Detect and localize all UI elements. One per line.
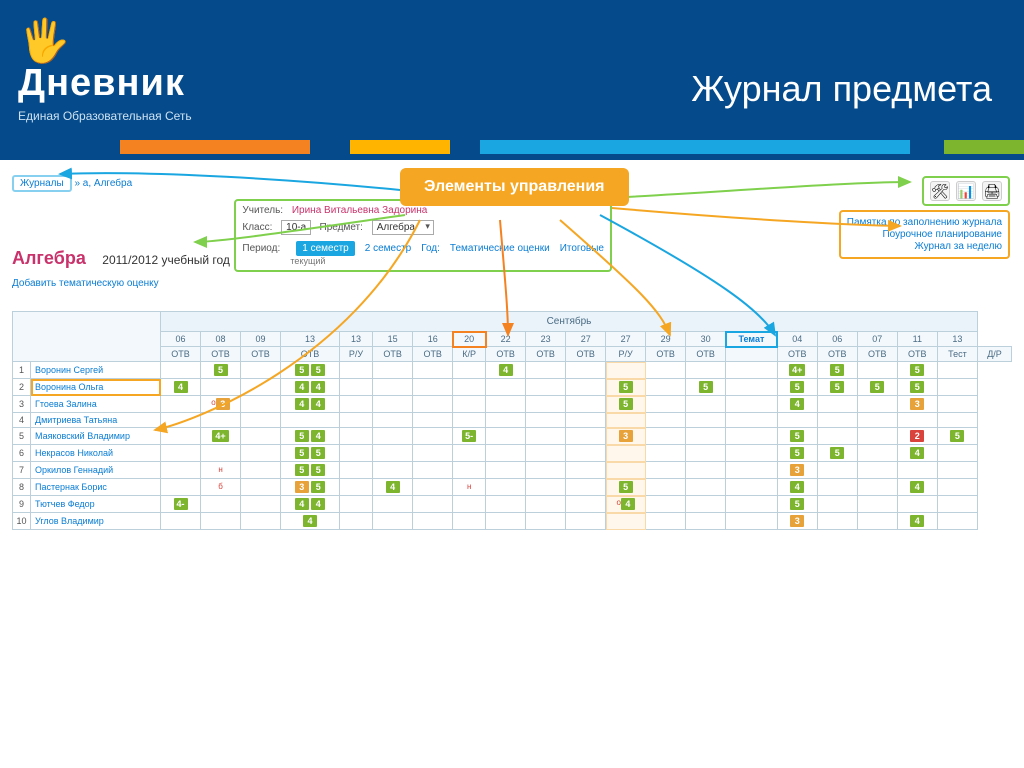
student-link[interactable]: Оркилов Геннадий [35,465,113,475]
help-link[interactable]: Памятка по заполнению журнала [847,217,1002,228]
brand-tagline: Единая Образовательная Сеть [18,109,192,123]
period-link[interactable]: Год: [421,243,440,254]
tools-icon[interactable]: 🛠 [930,181,950,201]
table-row: 8Пастернак Борисб3 54н544 [13,479,1012,496]
student-link[interactable]: Пастернак Борис [35,482,107,492]
grade-table: Сентябрь0608091313151620222327272930Тема… [12,311,1012,530]
table-row: 6Некрасов Николай5 5554 [13,445,1012,462]
table-row: 10Углов Владимир 434 [13,513,1012,530]
subject-title: Алгебра [12,248,86,269]
breadcrumb-tail: » а, Алгебра [74,178,132,189]
brand-logo: 🖐 Дневник Единая Образовательная Сеть [18,20,192,123]
student-link[interactable]: Некрасов Николай [35,448,113,458]
period-link[interactable]: Итоговые [560,243,604,254]
help-links-box: Памятка по заполнению журнала Поурочное … [839,210,1010,259]
table-row: 1Воронин Сергей55 544+55 [13,362,1012,379]
breadcrumb-link[interactable]: Журналы [12,175,72,192]
period-link[interactable]: 2 семестр [365,243,411,254]
print-icon[interactable]: 🖨 [982,181,1002,201]
help-link[interactable]: Журнал за неделю [847,241,1002,252]
slide-header: 🖐 Дневник Единая Образовательная Сеть Жу… [0,0,1024,135]
slide-title: Журнал предмета [691,68,992,110]
student-link[interactable]: Воронина Ольга [35,382,103,392]
table-row: 3Гтоева Залинао34 4543 [13,396,1012,413]
student-link[interactable]: Маяковский Владимир [35,431,130,441]
table-row: 2Воронина Ольга44 4555555 [13,379,1012,396]
subject-select[interactable]: Алгебра [372,220,434,235]
toolbar-icons: 🛠 📊 🖨 [922,176,1010,206]
class-select[interactable]: 10-а [281,220,311,235]
callout-box: Элементы управления [400,168,629,206]
student-link[interactable]: Углов Владимир [35,516,104,526]
table-row: 4Дмитриева Татьяна [13,413,1012,428]
excel-icon[interactable]: 📊 [956,181,976,201]
academic-year: 2011/2012 учебный год [102,253,230,267]
right-tools: 🛠 📊 🖨 Памятка по заполнению журнала Поур… [839,176,1010,259]
student-link[interactable]: Воронин Сергей [35,365,103,375]
table-row: 7Оркилов Геннадийн5 53 [13,462,1012,479]
hand-icon: 🖐 [18,20,192,62]
teacher-name[interactable]: Ирина Витальевна Задорина [292,205,428,216]
help-link[interactable]: Поурочное планирование [847,229,1002,240]
table-row: 5Маяковский Владимир4+5 45-3525 [13,428,1012,445]
period-active[interactable]: 1 семестр [296,241,354,256]
journal-screenshot: Элементы управления Журналы » а, Алгебра… [0,160,1024,768]
student-link[interactable]: Тютчев Федор [35,499,95,509]
color-stripe [0,140,1024,154]
student-link[interactable]: Гтоева Залина [35,399,97,409]
add-thematic-link[interactable]: Добавить тематическую оценку [12,278,159,289]
brand-name: Дневник [18,62,192,105]
grade-table-wrap: Сентябрь0608091313151620222327272930Тема… [12,311,1012,530]
period-link[interactable]: Тематические оценки [450,243,550,254]
filters-box: Учитель: Ирина Витальевна Задорина Класс… [234,199,612,272]
table-row: 9Тютчев Федор4-4 4о45 [13,496,1012,513]
student-link[interactable]: Дмитриева Татьяна [35,415,117,425]
